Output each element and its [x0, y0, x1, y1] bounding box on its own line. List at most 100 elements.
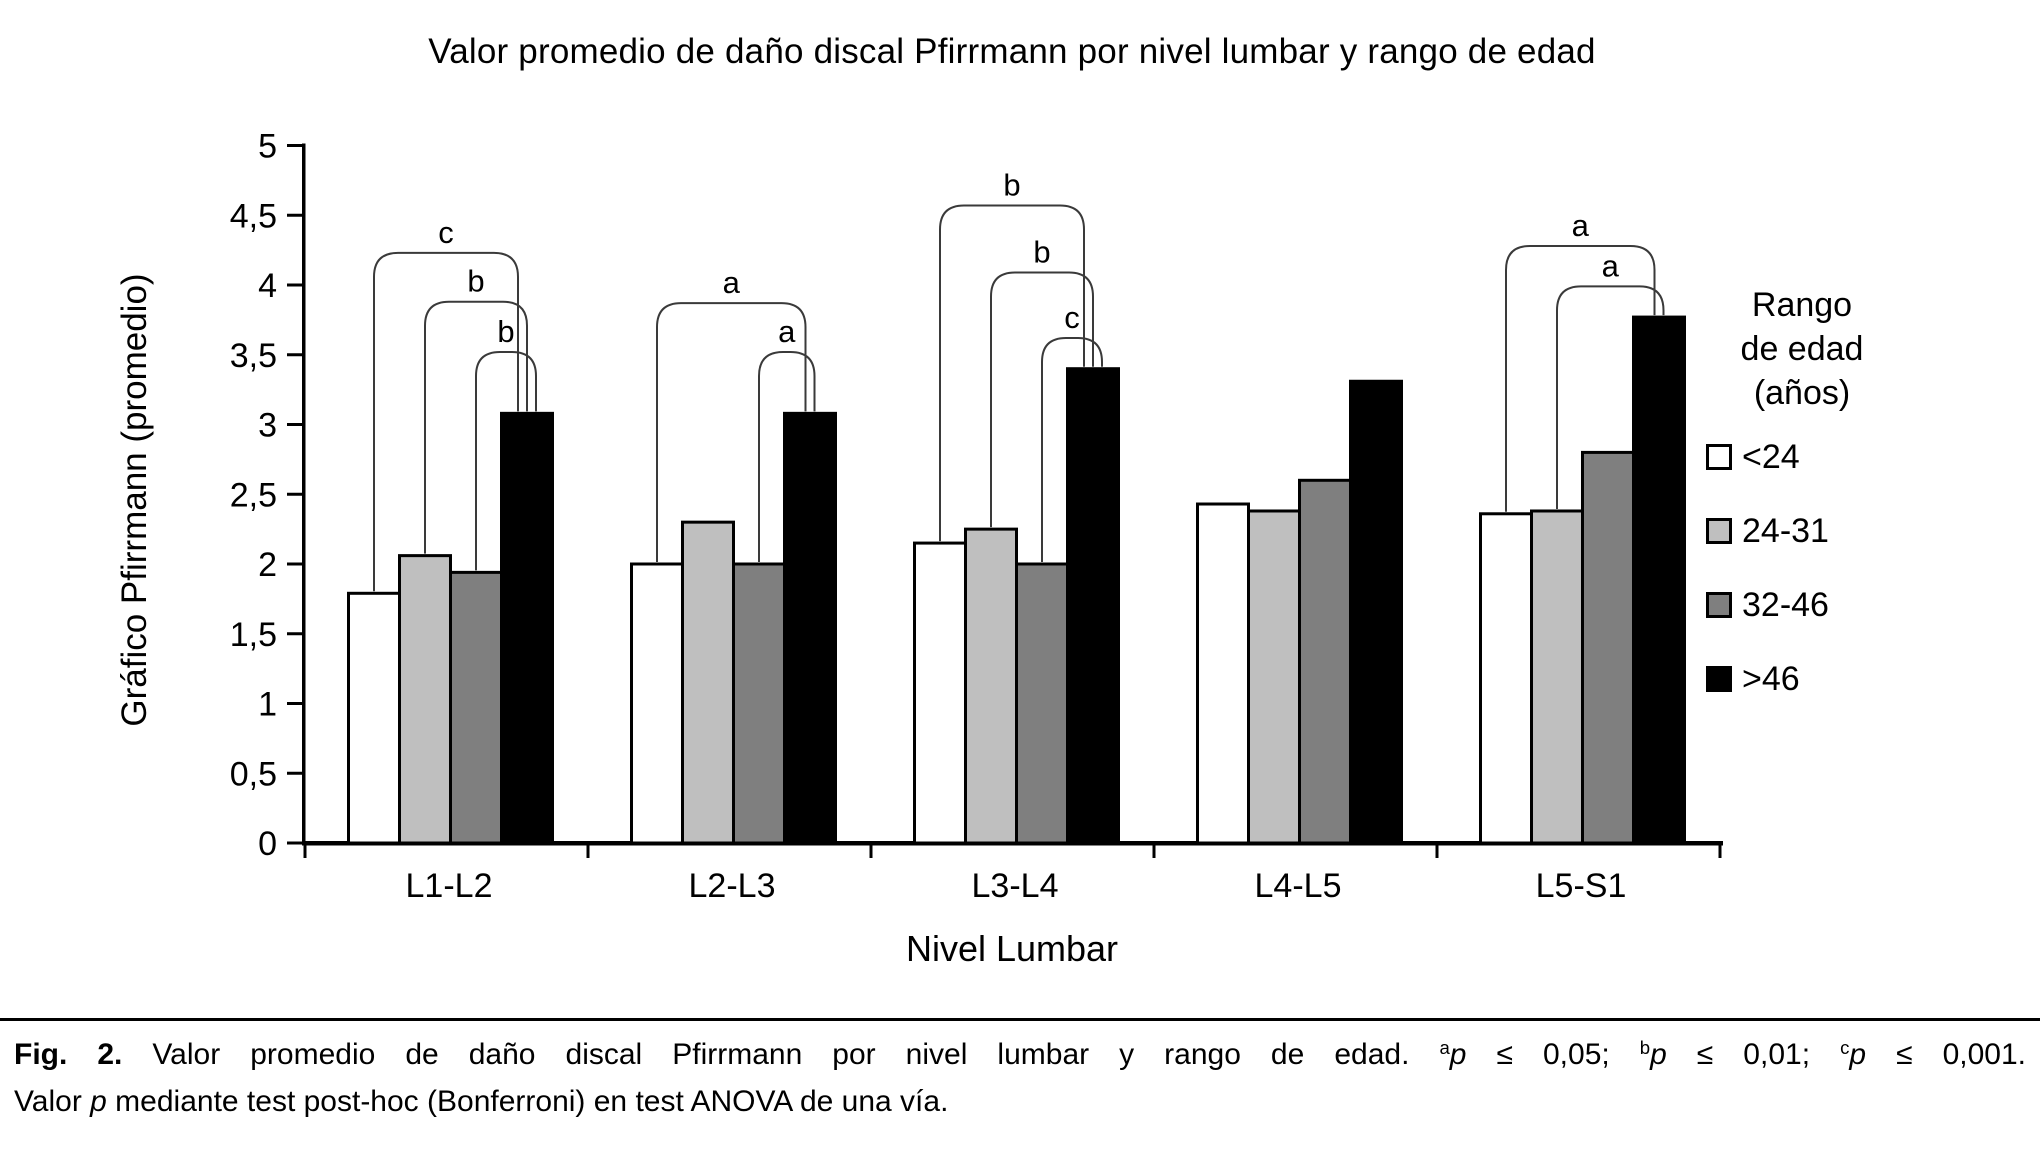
- significance-bracket: [1556, 285, 1665, 509]
- bar-L1-L2-<24: [347, 591, 401, 845]
- caption-segment: Valor promedio de daño discal Pfirrmann …: [122, 1038, 1440, 1071]
- bracket-label: a: [1572, 208, 1590, 243]
- category-label: L5-S1: [1536, 867, 1627, 905]
- legend-items: <24 24-31 32-46 >46: [1692, 438, 1992, 698]
- y-tick-label: 2: [258, 546, 277, 584]
- bar-L4-L5-24-31: [1247, 509, 1301, 845]
- y-tick-label: 1: [258, 686, 277, 724]
- category-label: L4-L5: [1255, 867, 1342, 905]
- significance-bracket: [424, 300, 528, 554]
- bracket-label: b: [467, 264, 484, 299]
- legend-marker: [1706, 444, 1732, 470]
- y-axis: [302, 143, 306, 845]
- bar-L1-L2-32-46: [449, 570, 503, 845]
- bar-L5-S1-<24: [1479, 512, 1533, 845]
- y-tick-label: 0: [258, 825, 277, 863]
- y-tick-label: 5: [258, 128, 277, 166]
- bracket-label: b: [1003, 167, 1020, 202]
- legend-item-label: 32-46: [1742, 585, 1829, 624]
- legend-item->46: >46: [1692, 659, 1992, 698]
- significance-bracket: [758, 350, 816, 562]
- x-tick: [586, 843, 590, 858]
- caption-segment: p: [1650, 1038, 1667, 1071]
- x-tick: [303, 843, 307, 858]
- bar-L3-L4->46: [1066, 367, 1120, 845]
- caption-segment: ≤ 0,05;: [1466, 1038, 1640, 1071]
- y-tick: [287, 841, 303, 845]
- legend-item-32-46: 32-46: [1692, 585, 1992, 624]
- bracket-label: a: [778, 314, 796, 349]
- significance-bracket: [939, 204, 1085, 542]
- bar-L2-L3-<24: [630, 562, 684, 845]
- bar-L4-L5->46: [1349, 379, 1403, 845]
- bar-L2-L3-32-46: [732, 562, 786, 845]
- y-tick: [287, 213, 303, 217]
- caption-segment: mediante test post-hoc (Bonferroni) en t…: [106, 1085, 949, 1118]
- legend-item-label: >46: [1742, 659, 1800, 698]
- x-tick: [1152, 843, 1156, 858]
- chart-title: Valor promedio de daño discal Pfirrmann …: [428, 32, 1596, 71]
- bar-chart-canvas: 0 0,5 1 1,5 2 2,5 3 3,5 4 4,5 5 L1-L2 L2-L3 L3-L4 L4-L…: [230, 128, 1723, 905]
- y-tick-label: 3: [258, 407, 277, 445]
- y-tick: [287, 702, 303, 705]
- caption-segment: p: [1449, 1038, 1467, 1071]
- bracket-label: c: [1064, 300, 1080, 335]
- bar-L5-S1-32-46: [1581, 450, 1635, 845]
- legend: Rango de edad (años) <24 24-31 32-46 >46: [1692, 283, 1992, 735]
- caption-segment: ≤ 0,01;: [1666, 1038, 1841, 1071]
- bar-L1-L2-24-31: [398, 554, 452, 845]
- y-tick-label: 4: [258, 267, 277, 305]
- y-tick: [287, 423, 303, 426]
- legend-item-24-31: 24-31: [1692, 511, 1992, 550]
- bar-L5-S1-24-31: [1530, 509, 1584, 845]
- category-label: L2-L3: [689, 867, 776, 905]
- y-tick: [287, 353, 303, 357]
- bar-L5-S1->46: [1632, 315, 1686, 845]
- caption-segment: Valor: [14, 1085, 91, 1118]
- caption-segment: p: [90, 1085, 107, 1118]
- x-tick: [1435, 843, 1439, 858]
- x-axis-label: Nivel Lumbar: [905, 928, 1119, 969]
- y-tick: [287, 562, 303, 566]
- y-tick-label: 4,5: [230, 197, 277, 235]
- bar-L2-L3->46: [783, 411, 837, 845]
- bracket-label: a: [1602, 248, 1620, 283]
- significance-bracket: [990, 271, 1094, 528]
- y-tick: [287, 492, 303, 496]
- y-tick: [287, 771, 303, 775]
- caption-segment: a: [1439, 1036, 1450, 1058]
- bracket-label: a: [723, 265, 741, 300]
- bar-L1-L2->46: [500, 411, 554, 845]
- bar-L2-L3-24-31: [681, 520, 735, 845]
- significance-bracket: [475, 350, 537, 571]
- x-tick: [869, 843, 873, 858]
- category-label: L1-L2: [406, 867, 493, 905]
- y-tick-label: 0,5: [230, 755, 277, 793]
- legend-marker: [1706, 666, 1732, 692]
- legend-marker: [1706, 592, 1732, 618]
- bar-L4-L5-32-46: [1298, 478, 1352, 845]
- legend-item-label: 24-31: [1742, 511, 1829, 550]
- bar-L3-L4-<24: [913, 541, 967, 845]
- significance-bracket: [1505, 244, 1656, 512]
- y-tick: [287, 283, 303, 287]
- y-tick: [287, 144, 303, 147]
- y-tick-label: 1,5: [230, 616, 277, 654]
- legend-marker: [1706, 518, 1732, 544]
- y-tick-label: 2,5: [230, 476, 277, 514]
- figure-caption: Fig. 2. Valor promedio de daño discal Pf…: [0, 1018, 2040, 1124]
- y-tick-label: 3,5: [230, 337, 277, 375]
- caption-segment: ≤ 0,001.: [1866, 1038, 2026, 1071]
- caption-line-1: Fig. 2. Valor promedio de daño discal Pf…: [0, 1033, 2040, 1080]
- bar-L3-L4-32-46: [1015, 562, 1069, 845]
- significance-bracket: [656, 302, 807, 562]
- bracket-label: b: [1033, 234, 1050, 269]
- caption-segment: b: [1639, 1036, 1651, 1058]
- significance-bracket: [1041, 337, 1103, 562]
- bar-L4-L5-<24: [1196, 502, 1250, 845]
- bracket-label: b: [497, 314, 514, 349]
- caption-segment: c: [1840, 1036, 1850, 1058]
- caption-segment: p: [1849, 1038, 1867, 1071]
- caption-line-2: Valor p mediante test post-hoc (Bonferro…: [0, 1080, 2040, 1124]
